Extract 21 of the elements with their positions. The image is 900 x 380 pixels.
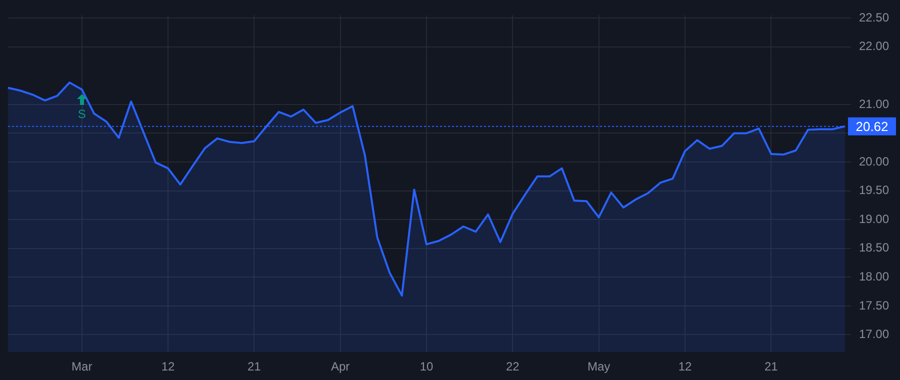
x-tick-label: 21 [764,360,778,374]
x-tick-label: 12 [161,360,176,374]
y-tick-label: 17.50 [859,298,890,312]
y-tick-label: 22.50 [859,10,890,24]
y-tick-label: 20.00 [859,154,890,168]
ref-line-label: 20.62 [856,118,888,134]
x-tick-label: Mar [72,360,92,374]
y-tick-label: 21.00 [859,96,890,111]
x-tick-label: 22 [506,360,520,374]
x-tick-label: 21 [247,360,262,374]
y-tick-label: 18.00 [859,269,890,284]
y-tick-label: 22.00 [859,39,890,54]
y-tick-label: 17.00 [859,327,890,342]
y-tick-label: 19.00 [859,212,890,226]
x-tick-label: 10 [420,360,434,374]
x-tick-label: May [587,360,610,374]
y-tick-label: 19.50 [859,183,890,198]
y-tick-label: 18.50 [859,240,890,255]
x-tick-label: 12 [678,360,692,374]
x-tick-label: Apr [330,360,350,374]
annotation: S [78,106,86,121]
